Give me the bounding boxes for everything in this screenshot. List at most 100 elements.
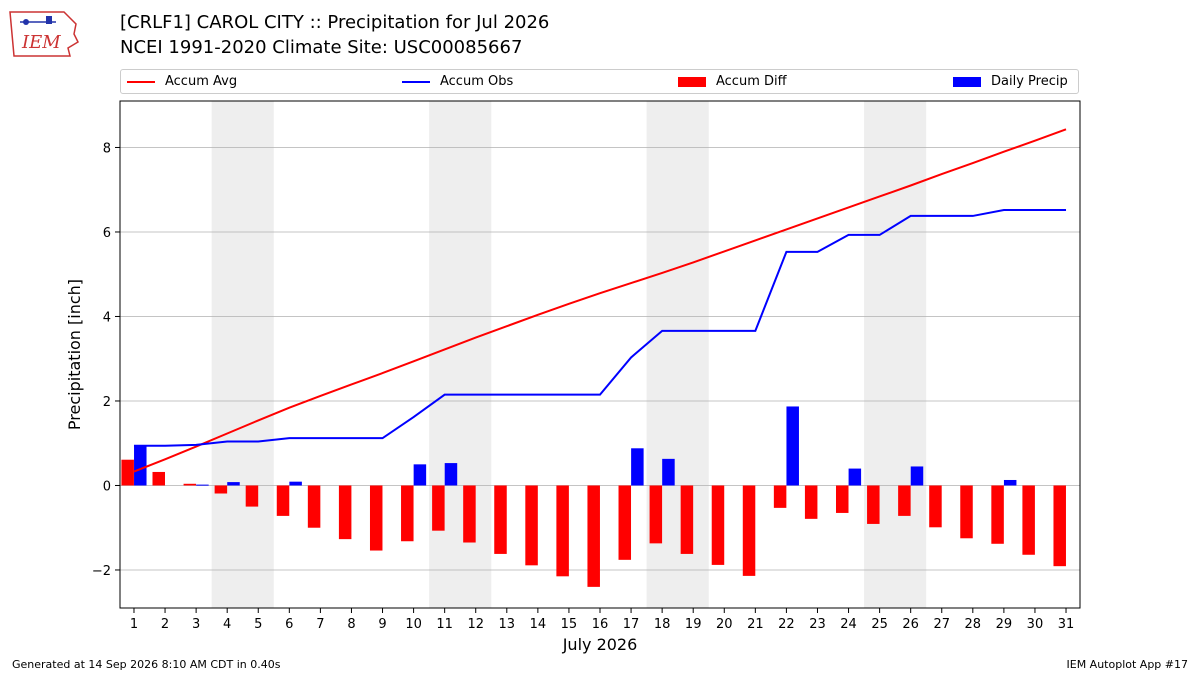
legend-swatch-daily-precip [953, 76, 981, 87]
accum-diff-bar [618, 485, 632, 560]
chart-legend: Accum Avg Accum Obs Accum Diff Daily Pre… [120, 69, 1079, 94]
accum-diff-bar [152, 471, 165, 486]
x-tick-label: 10 [405, 617, 422, 632]
x-tick-label: 12 [467, 617, 484, 632]
accum-diff-bar [1022, 485, 1035, 555]
x-tick-label: 20 [716, 617, 733, 632]
daily-precip-bar [227, 482, 240, 486]
accum-diff-bar [401, 485, 414, 542]
legend-swatch-accum-obs [402, 80, 430, 83]
accum-diff-bar [991, 485, 1004, 544]
daily-precip-bar [910, 466, 924, 486]
daily-precip-bar [662, 458, 675, 486]
legend-label-accum-obs: Accum Obs [440, 74, 514, 89]
accum-diff-bar [711, 485, 725, 565]
x-tick-label: 30 [1027, 617, 1044, 632]
accum-diff-bar [835, 485, 849, 513]
accum-diff-bar [432, 485, 445, 531]
y-tick-label: 4 [103, 310, 111, 325]
chart-title: [CRLF1] CAROL CITY :: Precipitation for … [120, 12, 550, 33]
daily-precip-bar [413, 464, 427, 486]
legend-item-accum-avg: Accum Avg [127, 70, 237, 93]
x-tick-label: 7 [316, 617, 324, 632]
weekend-band [864, 101, 927, 608]
y-tick-label: 0 [103, 479, 111, 494]
accum-diff-bar [898, 485, 911, 516]
daily-precip-bar [1003, 479, 1017, 486]
accum-diff-bar [773, 485, 787, 508]
y-tick-label: −2 [92, 564, 111, 579]
legend-label-accum-avg: Accum Avg [165, 74, 238, 89]
daily-precip-bar [631, 448, 644, 486]
autoplot-app-label: IEM Autoplot App #17 [1066, 658, 1189, 671]
daily-precip-bar [289, 481, 302, 486]
weekend-band [429, 101, 492, 608]
x-tick-label: 18 [654, 617, 671, 632]
accum-diff-bar [463, 485, 476, 543]
accum-diff-bar [121, 459, 134, 486]
iowa-state-outline [9, 11, 79, 57]
x-tick-label: 27 [933, 617, 950, 632]
y-tick-label: 6 [103, 226, 111, 241]
daily-precip-bar [786, 406, 799, 486]
accum-diff-bar [369, 485, 383, 551]
logo-text: IEM [21, 32, 61, 53]
y-tick-label: 8 [103, 141, 111, 156]
x-axis-label: July 2026 [562, 635, 638, 654]
legend-label-daily-precip: Daily Precip [991, 74, 1068, 89]
daily-precip-bar [444, 463, 458, 486]
x-tick-label: 31 [1058, 617, 1075, 632]
accum-diff-bar [587, 485, 600, 587]
x-tick-label: 6 [285, 617, 293, 632]
x-tick-label: 3 [192, 617, 200, 632]
x-tick-label: 14 [530, 617, 547, 632]
daily-precip-bar [134, 445, 147, 486]
weekend-band [211, 101, 274, 608]
accum-diff-bar [929, 485, 942, 528]
accum-diff-bar [742, 485, 756, 576]
x-tick-label: 8 [347, 617, 355, 632]
x-tick-label: 9 [378, 617, 386, 632]
accum-diff-bar [680, 485, 694, 554]
accum-diff-bar [338, 485, 352, 540]
legend-item-accum-obs: Accum Obs [402, 70, 513, 93]
x-tick-label: 4 [223, 617, 231, 632]
x-tick-label: 24 [840, 617, 857, 632]
y-axis-label: Precipitation [inch] [65, 279, 84, 430]
accum-avg-line [133, 128, 1067, 473]
x-tick-label: 22 [778, 617, 795, 632]
generated-timestamp: Generated at 14 Sep 2026 8:10 AM CDT in … [12, 658, 281, 671]
x-tick-label: 21 [747, 617, 764, 632]
x-tick-label: 2 [161, 617, 169, 632]
legend-item-accum-diff: Accum Diff [678, 70, 787, 93]
legend-label-accum-diff: Accum Diff [716, 74, 787, 89]
y-tick-label: 2 [103, 395, 111, 410]
chart-subtitle: NCEI 1991-2020 Climate Site: USC00085667 [120, 37, 523, 58]
legend-swatch-accum-avg [127, 80, 155, 83]
legend-item-daily-precip: Daily Precip [953, 70, 1068, 93]
accum-diff-bar [1053, 485, 1066, 567]
x-tick-label: 11 [436, 617, 453, 632]
x-tick-label: 16 [592, 617, 609, 632]
iem-logo: IEM [9, 11, 79, 57]
legend-swatch-accum-diff [678, 76, 706, 87]
accum-diff-bar [494, 485, 507, 554]
x-tick-label: 19 [685, 617, 702, 632]
x-tick-label: 23 [809, 617, 826, 632]
x-tick-label: 28 [965, 617, 982, 632]
x-tick-label: 13 [499, 617, 516, 632]
x-tick-label: 17 [623, 617, 640, 632]
accum-obs-line [133, 209, 1067, 447]
accum-diff-bar [276, 485, 290, 516]
accum-diff-bar [867, 485, 880, 524]
accum-diff-bar [307, 485, 321, 528]
accum-diff-bar [649, 485, 663, 544]
daily-precip-bar [848, 468, 862, 486]
x-tick-label: 29 [996, 617, 1013, 632]
accum-diff-bar [214, 485, 228, 494]
x-tick-label: 15 [561, 617, 578, 632]
accum-diff-bar [556, 485, 569, 577]
daily-precip-bar [196, 484, 209, 486]
accum-diff-bar [183, 483, 197, 486]
